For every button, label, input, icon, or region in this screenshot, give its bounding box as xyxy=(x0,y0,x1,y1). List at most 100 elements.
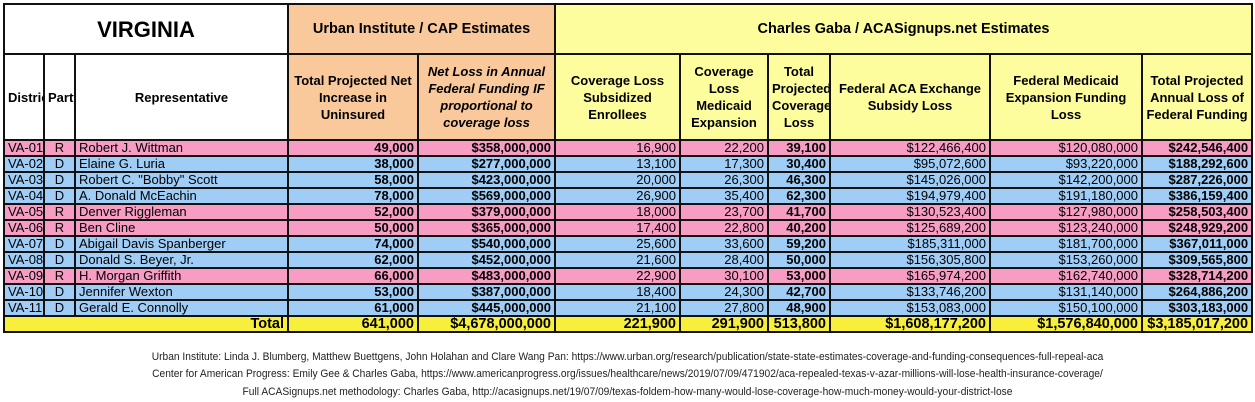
cell-coverage-loss-subsidized: 20,000 xyxy=(554,171,681,189)
cell-total-federal-loss: $328,714,200 xyxy=(1140,267,1254,285)
col-header-medicaid-funding-loss: Federal Medicaid Expansion Funding Loss xyxy=(989,53,1143,141)
table-row: VA-10 D Jennifer Wexton 53,000 $387,000,000 1… xyxy=(3,283,1254,301)
col-header-total-coverage-loss: Total Projected Coverage Loss xyxy=(767,53,831,141)
cell-coverage-loss-medicaid: 26,300 xyxy=(679,171,769,189)
table-row: VA-01 R Robert J. Wittman 49,000 $358,000,00… xyxy=(3,139,1254,157)
cell-coverage-loss-medicaid: 24,300 xyxy=(679,283,769,301)
cell-total-coverage-loss: 62,300 xyxy=(767,187,831,205)
cell-total-federal-loss: $242,546,400 xyxy=(1140,139,1254,157)
cell-coverage-loss-medicaid: 35,400 xyxy=(679,187,769,205)
cell-representative: Gerald E. Connolly xyxy=(74,299,289,317)
cell-aca-subsidy-loss: $95,072,600 xyxy=(829,155,991,173)
cell-total-coverage-loss: 39,100 xyxy=(767,139,831,157)
cell-net-increase-uninsured: 61,000 xyxy=(287,299,419,317)
table-row: VA-09 R H. Morgan Griffith 66,000 $483,000,0… xyxy=(3,267,1254,285)
cell-aca-subsidy-loss: $133,746,200 xyxy=(829,283,991,301)
cell-net-loss-funding: $569,000,000 xyxy=(417,187,556,205)
cell-party: D xyxy=(43,251,76,269)
cell-representative: Denver Riggleman xyxy=(74,203,289,221)
cell-total-coverage-loss: 41,700 xyxy=(767,203,831,221)
cell-total-federal-loss: $309,565,800 xyxy=(1140,251,1254,269)
cell-district: VA-02 xyxy=(3,155,45,173)
cell-representative: H. Morgan Griffith xyxy=(74,267,289,285)
cell-coverage-loss-medicaid: 28,400 xyxy=(679,251,769,269)
table-row: VA-05 R Denver Riggleman 52,000 $379,000,000… xyxy=(3,203,1254,221)
cell-total-coverage-loss: 50,000 xyxy=(767,251,831,269)
cell-aca-subsidy-loss: $153,083,000 xyxy=(829,299,991,317)
cell-coverage-loss-subsidized: 21,100 xyxy=(554,299,681,317)
cell-total-coverage-loss: 30,400 xyxy=(767,155,831,173)
cell-total-federal-loss: $386,159,400 xyxy=(1140,187,1254,205)
cell-aca-subsidy-loss: $145,026,000 xyxy=(829,171,991,189)
cell-net-loss-funding: $423,000,000 xyxy=(417,171,556,189)
cell-district: VA-09 xyxy=(3,267,45,285)
cell-aca-subsidy-loss: $122,466,400 xyxy=(829,139,991,157)
cell-aca-subsidy-loss: $165,974,200 xyxy=(829,267,991,285)
cell-total-federal-loss: $258,503,400 xyxy=(1140,203,1254,221)
table-row: VA-02 D Elaine G. Luria 38,000 $277,000,000 1… xyxy=(3,155,1254,173)
cell-party: D xyxy=(43,155,76,173)
cell-net-loss-funding: $483,000,000 xyxy=(417,267,556,285)
cell-medicaid-funding-loss: $181,700,000 xyxy=(989,235,1143,253)
cell-district: VA-05 xyxy=(3,203,45,221)
cell-net-loss-funding: $379,000,000 xyxy=(417,203,556,221)
total-label: Total xyxy=(3,315,289,333)
cell-coverage-loss-subsidized: 18,000 xyxy=(554,203,681,221)
col-header-representative: Representative xyxy=(74,53,289,141)
cell-net-loss-funding: $540,000,000 xyxy=(417,235,556,253)
cell-medicaid-funding-loss: $153,260,000 xyxy=(989,251,1143,269)
cell-representative: Robert J. Wittman xyxy=(74,139,289,157)
cell-medicaid-funding-loss: $93,220,000 xyxy=(989,155,1143,173)
cell-net-increase-uninsured: 58,000 xyxy=(287,171,419,189)
cell-party: D xyxy=(43,171,76,189)
cell-total-federal-loss: $303,183,000 xyxy=(1140,299,1254,317)
urban-group-header: Urban Institute / CAP Estimates xyxy=(287,3,556,55)
cell-representative: Jennifer Wexton xyxy=(74,283,289,301)
cell-net-loss-funding: $445,000,000 xyxy=(417,299,556,317)
cell-party: R xyxy=(43,219,76,237)
cell-coverage-loss-medicaid: 30,100 xyxy=(679,267,769,285)
total-aca-subsidy-loss: $1,608,177,200 xyxy=(829,315,991,333)
table-row: VA-03 D Robert C. "Bobby" Scott 58,000 $423,… xyxy=(3,171,1254,189)
cell-net-increase-uninsured: 49,000 xyxy=(287,139,419,157)
total-net-loss-funding: $4,678,000,000 xyxy=(417,315,556,333)
cell-total-coverage-loss: 59,200 xyxy=(767,235,831,253)
cell-total-coverage-loss: 42,700 xyxy=(767,283,831,301)
cell-aca-subsidy-loss: $194,979,400 xyxy=(829,187,991,205)
total-medicaid-funding-loss: $1,576,840,000 xyxy=(989,315,1143,333)
cell-district: VA-10 xyxy=(3,283,45,301)
col-header-district: District xyxy=(3,53,45,141)
cell-representative: Abigail Davis Spanberger xyxy=(74,235,289,253)
cell-coverage-loss-medicaid: 23,700 xyxy=(679,203,769,221)
cell-representative: Donald S. Beyer, Jr. xyxy=(74,251,289,269)
cell-district: VA-04 xyxy=(3,187,45,205)
cell-medicaid-funding-loss: $131,140,000 xyxy=(989,283,1143,301)
virginia-coverage-table: VIRGINIA Urban Institute / CAP Estimates… xyxy=(3,3,1254,333)
footer-source-methodology: Full ACASignups.net methodology: Charles… xyxy=(242,386,1013,398)
cell-net-loss-funding: $277,000,000 xyxy=(417,155,556,173)
cell-district: VA-08 xyxy=(3,251,45,269)
cell-party: R xyxy=(43,139,76,157)
table-row: VA-07 D Abigail Davis Spanberger 74,000 $540… xyxy=(3,235,1254,253)
cell-coverage-loss-subsidized: 16,900 xyxy=(554,139,681,157)
cell-medicaid-funding-loss: $191,180,000 xyxy=(989,187,1143,205)
cell-coverage-loss-subsidized: 17,400 xyxy=(554,219,681,237)
cell-coverage-loss-subsidized: 22,900 xyxy=(554,267,681,285)
cell-coverage-loss-medicaid: 33,600 xyxy=(679,235,769,253)
cell-coverage-loss-subsidized: 25,600 xyxy=(554,235,681,253)
col-header-net-loss-funding: Net Loss in Annual Federal Funding IF pr… xyxy=(417,53,556,141)
cell-medicaid-funding-loss: $150,100,000 xyxy=(989,299,1143,317)
total-total-federal-loss: $3,185,017,200 xyxy=(1140,315,1254,333)
cell-district: VA-03 xyxy=(3,171,45,189)
cell-coverage-loss-medicaid: 22,800 xyxy=(679,219,769,237)
table-row: VA-04 D A. Donald McEachin 78,000 $569,000,0… xyxy=(3,187,1254,205)
cell-district: VA-11 xyxy=(3,299,45,317)
col-header-net-increase-uninsured: Total Projected Net Increase in Uninsure… xyxy=(287,53,419,141)
cell-total-coverage-loss: 48,900 xyxy=(767,299,831,317)
col-header-aca-subsidy-loss: Federal ACA Exchange Subsidy Loss xyxy=(829,53,991,141)
cell-aca-subsidy-loss: $130,523,400 xyxy=(829,203,991,221)
cell-coverage-loss-subsidized: 21,600 xyxy=(554,251,681,269)
cell-aca-subsidy-loss: $156,305,800 xyxy=(829,251,991,269)
cell-party: D xyxy=(43,283,76,301)
cell-coverage-loss-medicaid: 22,200 xyxy=(679,139,769,157)
